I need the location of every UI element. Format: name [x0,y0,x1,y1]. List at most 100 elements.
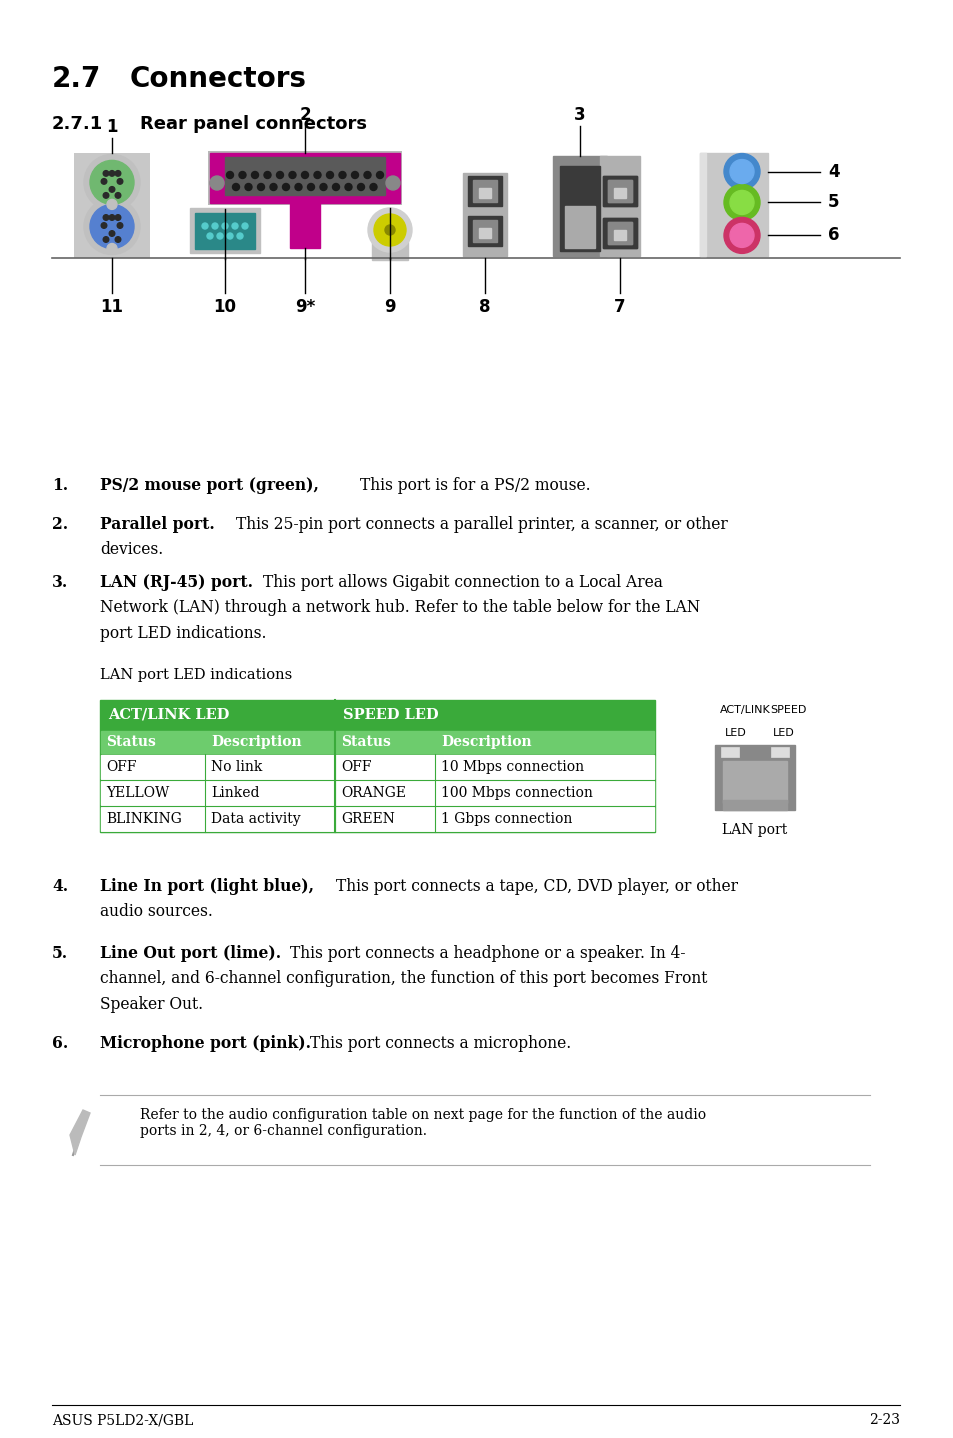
Text: This port connects a microphone.: This port connects a microphone. [310,1035,571,1053]
Text: LED: LED [724,728,746,738]
Circle shape [357,184,364,190]
Circle shape [257,184,264,190]
Circle shape [364,171,371,178]
Bar [101,807,654,831]
Bar [468,216,501,246]
Bar [722,761,786,802]
Bar [101,781,654,805]
Circle shape [270,184,276,190]
Circle shape [729,190,753,214]
Text: 2-23: 2-23 [868,1414,899,1426]
Text: Refer to the audio configuration table on next page for the function of the audi: Refer to the audio configuration table o… [140,1109,705,1139]
Text: 100 Mbps connection: 100 Mbps connection [440,787,592,800]
Circle shape [307,184,314,190]
Text: 1: 1 [106,118,117,137]
Circle shape [264,171,271,178]
Text: 6: 6 [827,226,839,244]
Circle shape [723,217,760,253]
Text: 8: 8 [478,298,490,316]
Bar [101,755,654,779]
Bar [101,700,654,729]
Circle shape [729,160,753,184]
Circle shape [386,175,399,190]
Bar [100,700,655,833]
Bar [290,200,319,247]
Text: 2: 2 [299,106,311,124]
Text: SPEED LED: SPEED LED [343,707,438,722]
Text: Line In port (light blue),: Line In port (light blue), [100,879,314,894]
Bar [607,180,631,201]
Circle shape [252,171,258,178]
Circle shape [90,204,133,249]
Bar [74,152,150,257]
Circle shape [202,223,208,229]
Text: 10 Mbps connection: 10 Mbps connection [440,761,583,774]
Circle shape [319,184,327,190]
Text: 2.7: 2.7 [52,65,101,93]
Text: This port connects a tape, CD, DVD player, or other: This port connects a tape, CD, DVD playe… [335,879,738,894]
Bar [602,219,637,247]
Text: LAN port LED indications: LAN port LED indications [100,669,292,682]
Text: This port connects a headphone or a speaker. In 4-: This port connects a headphone or a spea… [290,945,685,962]
Text: 2.7.1: 2.7.1 [52,115,103,132]
Bar [714,745,794,810]
Bar [478,229,491,239]
Text: LED: LED [772,728,794,738]
Bar [190,209,260,253]
Circle shape [239,171,246,178]
Text: This port is for a PS/2 mouse.: This port is for a PS/2 mouse. [359,477,590,495]
Circle shape [109,171,114,177]
Circle shape [301,171,308,178]
Circle shape [210,175,224,190]
Circle shape [117,223,123,229]
Circle shape [723,154,760,190]
Text: 9: 9 [384,298,395,316]
Text: ACT/LINK LED: ACT/LINK LED [108,707,229,722]
Circle shape [294,184,302,190]
Circle shape [207,233,213,239]
Bar [602,219,637,247]
Text: 3: 3 [574,106,585,124]
Text: 9*: 9* [294,298,314,316]
Bar [607,221,631,244]
Polygon shape [70,1110,90,1155]
Circle shape [109,214,114,220]
Circle shape [227,233,233,239]
Circle shape [107,243,117,253]
Circle shape [115,193,121,198]
Circle shape [84,154,140,210]
Circle shape [226,171,233,178]
Text: Status: Status [340,735,391,749]
Circle shape [245,184,252,190]
Bar [478,188,491,198]
Text: ASUS P5LD2-X/GBL: ASUS P5LD2-X/GBL [52,1414,193,1426]
Bar [564,206,595,247]
Bar [559,165,599,252]
Text: ACT/LINK: ACT/LINK [720,705,770,715]
Text: 6.: 6. [52,1035,69,1053]
Circle shape [117,178,123,184]
Bar [372,230,408,260]
Text: port LED indications.: port LED indications. [100,624,266,641]
Text: Data activity: Data activity [211,812,300,825]
Circle shape [109,187,114,193]
Circle shape [216,233,223,239]
Text: 1.: 1. [52,477,68,495]
Circle shape [212,223,218,229]
Circle shape [232,223,237,229]
Bar [602,175,637,206]
Circle shape [723,184,760,220]
Text: LAN port: LAN port [721,823,787,837]
Circle shape [276,171,283,178]
Circle shape [90,161,133,204]
Circle shape [282,184,289,190]
Bar [210,152,399,203]
Text: devices.: devices. [100,541,163,558]
Bar [607,221,631,244]
Text: 10: 10 [213,298,236,316]
Text: 11: 11 [100,298,123,316]
Text: Speaker Out.: Speaker Out. [100,995,203,1012]
Text: This 25-pin port connects a parallel printer, a scanner, or other: This 25-pin port connects a parallel pri… [235,516,727,533]
Text: Description: Description [440,735,531,749]
Bar [553,155,606,256]
